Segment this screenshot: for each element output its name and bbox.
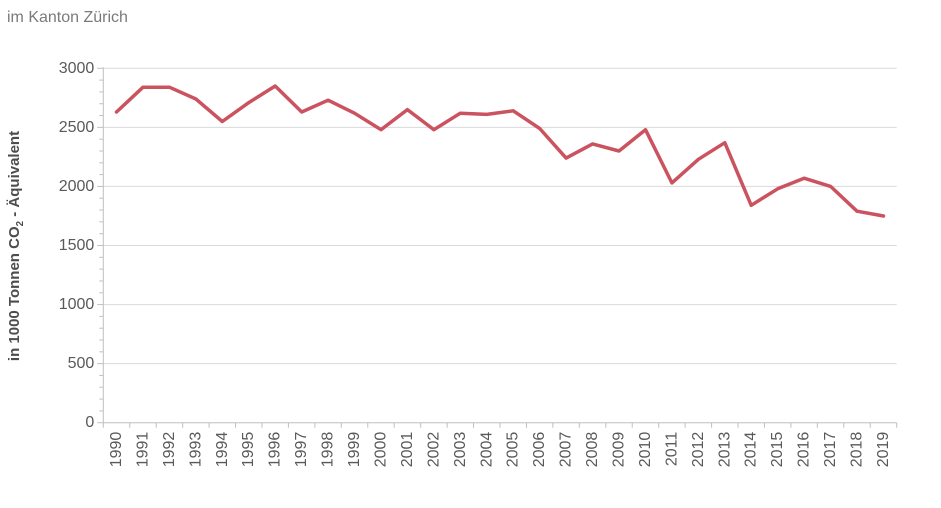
x-tick-label: 2016 <box>796 432 813 468</box>
x-tick-label: 1990 <box>108 432 125 468</box>
y-tick-label: 1500 <box>59 237 95 254</box>
y-tick-label: 500 <box>68 355 95 372</box>
x-tick-label: 1995 <box>240 432 257 468</box>
x-tick-label: 1991 <box>134 432 151 468</box>
y-tick-label: 2000 <box>59 178 95 195</box>
x-tick-label: 2019 <box>875 432 892 468</box>
x-tick-label: 2018 <box>849 432 866 468</box>
x-tick-label: 2004 <box>478 432 495 468</box>
x-tick-label: 2009 <box>611 432 628 468</box>
x-tick-label: 1992 <box>161 432 178 468</box>
x-tick-label: 2003 <box>452 432 469 468</box>
x-tick-label: 2017 <box>822 432 839 468</box>
x-tick-label: 2010 <box>637 432 654 468</box>
x-tick-label: 2013 <box>716 432 733 468</box>
x-tick-label: 2014 <box>743 432 760 468</box>
emissions-line <box>114 84 886 218</box>
x-tick-label: 2001 <box>399 432 416 468</box>
y-tick-label: 0 <box>85 414 94 431</box>
chart-subtitle: im Kanton Zürich <box>7 9 128 26</box>
x-tick-label: 2002 <box>425 432 442 468</box>
x-tick-label: 2006 <box>531 432 548 468</box>
y-tick-label: 1000 <box>59 296 95 313</box>
x-tick-label: 1994 <box>214 432 231 468</box>
x-tick-label: 1997 <box>293 432 310 468</box>
x-tick-label: 1996 <box>267 432 284 468</box>
x-tick-label: 2007 <box>558 432 575 468</box>
x-tick-label: 2008 <box>584 432 601 468</box>
y-tick-label: 2500 <box>59 119 95 136</box>
x-tick-label: 1998 <box>320 432 337 468</box>
x-tick-label: 1993 <box>187 432 204 468</box>
x-tick-label: 2011 <box>663 432 680 467</box>
x-tick-label: 2015 <box>769 432 786 468</box>
x-tick-label: 2005 <box>505 432 522 468</box>
x-tick-label: 1999 <box>346 432 363 468</box>
y-tick-label: 3000 <box>59 60 95 77</box>
x-tick-label: 2012 <box>690 432 707 468</box>
x-tick-label: 2000 <box>372 432 389 468</box>
